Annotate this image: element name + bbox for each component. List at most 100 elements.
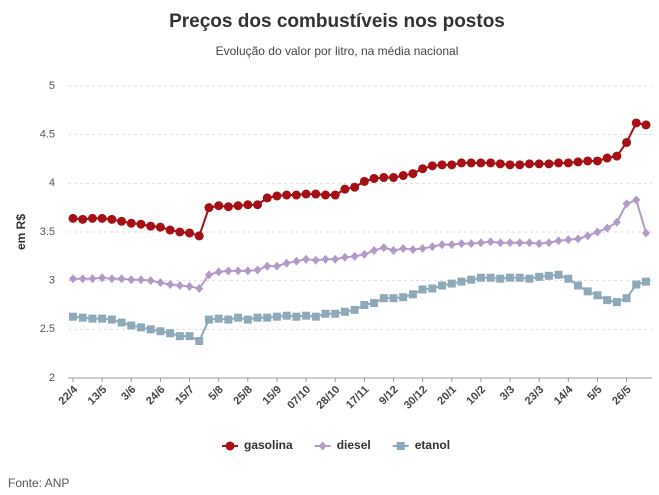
data-point	[340, 252, 349, 262]
data-point	[253, 313, 262, 322]
y-axis-label: em R$	[14, 214, 28, 250]
data-point	[165, 225, 175, 235]
data-point	[156, 327, 165, 336]
data-point	[457, 239, 466, 249]
data-point	[292, 256, 301, 266]
data-point	[253, 265, 262, 275]
data-point	[408, 169, 418, 179]
x-tick-label: 5/8	[207, 384, 226, 403]
data-point	[612, 151, 622, 161]
data-point	[602, 153, 612, 163]
data-point	[554, 158, 564, 168]
data-point	[69, 312, 77, 321]
data-point	[622, 294, 631, 303]
chart-subtitle: Evolução do valor por litro, na média na…	[216, 44, 459, 58]
data-point	[243, 315, 252, 324]
x-tick-label: 23/3	[523, 384, 547, 408]
data-point	[437, 160, 447, 170]
data-point	[126, 218, 136, 228]
data-point	[204, 270, 213, 280]
data-point	[136, 219, 146, 229]
data-point	[253, 200, 263, 210]
x-tick-label: 20/1	[435, 384, 459, 408]
data-point	[292, 312, 301, 321]
data-point	[622, 137, 632, 147]
data-point	[506, 273, 515, 282]
chart-title: Preços dos combustíveis nos postos	[169, 11, 505, 32]
data-point	[515, 273, 524, 282]
data-point	[398, 171, 408, 181]
data-point	[194, 231, 204, 241]
data-point	[467, 275, 476, 284]
data-point	[631, 118, 641, 128]
data-point	[535, 272, 544, 281]
data-point	[360, 249, 369, 259]
data-point	[311, 255, 320, 265]
data-point	[408, 245, 417, 255]
data-point	[87, 213, 97, 223]
y-tick-label: 4	[49, 177, 55, 189]
data-point	[282, 258, 291, 268]
data-point	[263, 261, 272, 271]
data-point	[272, 191, 282, 201]
data-point	[486, 273, 495, 282]
data-point	[506, 238, 515, 248]
data-point	[175, 281, 184, 291]
x-tick-label: 10/2	[464, 384, 488, 408]
data-point	[379, 172, 389, 182]
data-point	[388, 172, 398, 182]
data-point	[592, 156, 602, 166]
x-tick-label: 14/4	[552, 383, 576, 407]
data-point	[583, 287, 592, 296]
data-point	[524, 159, 534, 169]
data-point	[78, 274, 87, 284]
data-point	[166, 329, 175, 338]
data-point	[311, 189, 321, 199]
data-point	[214, 267, 223, 277]
x-tick-label: 24/6	[144, 384, 168, 408]
y-tick-label: 2.5	[40, 323, 55, 335]
x-tick-label: 07/10	[285, 384, 313, 412]
data-point	[321, 309, 330, 318]
data-point	[418, 164, 428, 174]
data-point	[350, 182, 360, 192]
data-point	[360, 301, 369, 309]
data-point	[330, 190, 340, 200]
data-point	[525, 238, 534, 248]
data-point	[515, 238, 524, 248]
data-point	[593, 291, 602, 300]
data-point	[136, 323, 145, 332]
data-point	[117, 274, 126, 284]
data-point	[156, 278, 165, 288]
data-point	[389, 245, 398, 255]
data-point	[632, 280, 641, 289]
data-point	[302, 254, 311, 264]
data-point	[117, 216, 127, 226]
data-point	[243, 200, 253, 210]
legend-label: etanol	[415, 438, 450, 452]
legend-marker	[318, 441, 327, 451]
data-point	[564, 235, 573, 245]
data-point	[224, 266, 233, 276]
data-point	[97, 213, 107, 223]
data-point	[185, 228, 195, 238]
data-point	[456, 158, 466, 168]
data-point	[622, 199, 631, 209]
x-tick-label: 28/10	[314, 384, 342, 412]
data-point	[69, 274, 77, 284]
data-point	[98, 314, 107, 323]
data-point	[146, 276, 155, 286]
data-point	[408, 290, 417, 299]
data-point	[476, 158, 486, 168]
data-point	[379, 294, 388, 303]
data-point	[175, 227, 185, 237]
data-point	[234, 266, 243, 276]
data-point	[185, 332, 194, 341]
data-point	[593, 227, 602, 237]
data-point	[263, 313, 272, 322]
data-point	[107, 315, 116, 324]
data-point	[369, 173, 379, 183]
data-point	[350, 251, 359, 261]
data-point	[554, 270, 563, 279]
data-point	[535, 239, 544, 249]
